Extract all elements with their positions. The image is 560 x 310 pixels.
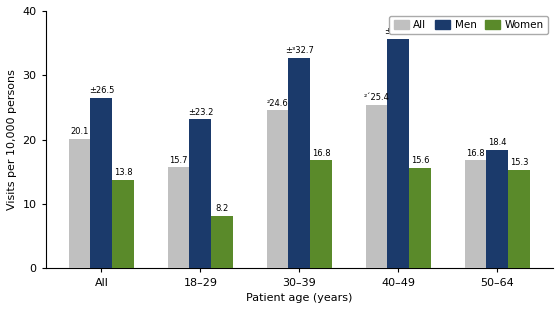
Bar (366, 105, 388, 268)
Text: ±³32.7: ±³32.7 (285, 46, 314, 55)
Bar (508, 170, 530, 268)
Text: 15.3: 15.3 (510, 158, 528, 167)
Bar (310, 160, 332, 268)
Bar (288, 58, 310, 268)
Bar (267, 110, 288, 268)
Text: 15.7: 15.7 (169, 156, 188, 165)
Text: ±23.2: ±23.2 (188, 108, 213, 117)
Text: 13.8: 13.8 (114, 168, 133, 177)
Bar (91, 98, 112, 268)
Text: 8.2: 8.2 (216, 204, 229, 213)
Text: ²24.6: ²24.6 (267, 99, 288, 108)
Bar (211, 216, 233, 268)
Text: ²´25.4: ²´25.4 (363, 93, 390, 102)
Legend: All, Men, Women: All, Men, Women (389, 16, 548, 34)
Bar (465, 160, 487, 268)
Y-axis label: Visits per 10,000 persons: Visits per 10,000 persons (7, 69, 17, 210)
X-axis label: Patient age (years): Patient age (years) (246, 293, 353, 303)
Text: ±³35.7: ±³35.7 (384, 27, 413, 36)
Text: 18.4: 18.4 (488, 139, 507, 148)
Text: 20.1: 20.1 (71, 127, 89, 136)
Bar (69, 139, 91, 268)
Bar (189, 119, 211, 268)
Text: ±26.5: ±26.5 (88, 86, 114, 95)
Text: 16.8: 16.8 (312, 149, 330, 158)
Text: 15.6: 15.6 (411, 157, 430, 166)
Bar (409, 168, 431, 268)
Bar (388, 39, 409, 268)
Bar (112, 179, 134, 268)
Text: 16.8: 16.8 (466, 149, 485, 158)
Bar (487, 150, 508, 268)
Bar (167, 167, 189, 268)
